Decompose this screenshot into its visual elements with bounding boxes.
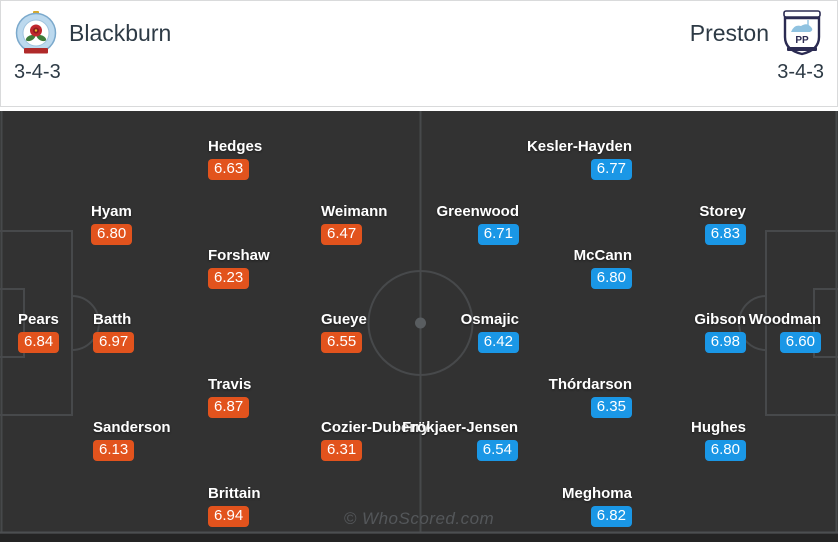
player-name[interactable]: Greenwood xyxy=(436,203,519,220)
player-rating-badge[interactable]: 6.60 xyxy=(779,332,821,353)
player-name[interactable]: Gibson xyxy=(694,311,746,328)
player-osmajic[interactable]: Osmajic 6.42 xyxy=(461,310,519,353)
pitch: © WhoScored.com xyxy=(0,111,838,534)
player-rating-badge[interactable]: 6.31 xyxy=(321,440,363,461)
player-fr-kjaer-jensen[interactable]: Frökjaer-Jensen 6.54 xyxy=(402,418,518,461)
home-team-name[interactable]: Blackburn xyxy=(69,19,172,46)
svg-text:PP: PP xyxy=(795,35,809,46)
player-gibson[interactable]: Gibson 6.98 xyxy=(694,310,746,353)
player-hyam[interactable]: Hyam 6.80 xyxy=(91,202,133,245)
player-pears[interactable]: Pears 6.84 xyxy=(18,310,60,353)
player-name[interactable]: Brittain xyxy=(208,485,261,502)
player-rating-badge[interactable]: 6.47 xyxy=(321,224,363,245)
player-batth[interactable]: Batth 6.97 xyxy=(93,310,135,353)
player-rating-badge[interactable]: 6.98 xyxy=(704,332,746,353)
player-meghoma[interactable]: Meghoma 6.82 xyxy=(562,484,632,527)
player-mccann[interactable]: McCann 6.80 xyxy=(574,246,632,289)
player-name[interactable]: Woodman xyxy=(748,311,821,328)
player-name[interactable]: McCann xyxy=(573,247,632,264)
player-name[interactable]: Meghoma xyxy=(561,485,632,502)
away-team-header: Preston PP 3-4-3 xyxy=(690,10,824,106)
player-rating-badge[interactable]: 6.71 xyxy=(477,224,519,245)
player-name[interactable]: Batth xyxy=(93,311,132,328)
player-rating-badge[interactable]: 6.63 xyxy=(208,159,250,180)
player-kesler-hayden[interactable]: Kesler-Hayden 6.77 xyxy=(527,137,632,180)
player-name[interactable]: Sanderson xyxy=(93,419,171,436)
player-sanderson[interactable]: Sanderson 6.13 xyxy=(93,418,171,461)
player-rating-badge[interactable]: 6.84 xyxy=(18,332,60,353)
player-name[interactable]: Hedges xyxy=(208,138,263,155)
home-formation: 3-4-3 xyxy=(14,61,61,83)
player-rating-badge[interactable]: 6.82 xyxy=(590,506,632,527)
player-weimann[interactable]: Weimann 6.47 xyxy=(321,202,387,245)
blackburn-crest-icon xyxy=(14,10,58,56)
player-greenwood[interactable]: Greenwood 6.71 xyxy=(436,202,519,245)
player-th-rdarson[interactable]: Thórdarson 6.35 xyxy=(549,375,632,418)
player-name[interactable]: Storey xyxy=(699,203,746,220)
player-rating-badge[interactable]: 6.87 xyxy=(208,397,250,418)
player-name[interactable]: Weimann xyxy=(321,203,388,220)
bottom-strip xyxy=(0,534,838,542)
player-name[interactable]: Kesler-Hayden xyxy=(526,138,632,155)
player-name[interactable]: Travis xyxy=(208,376,252,393)
whoscored-watermark: © WhoScored.com xyxy=(343,509,495,528)
player-rating-badge[interactable]: 6.55 xyxy=(321,332,363,353)
player-name[interactable]: Pears xyxy=(18,311,59,328)
player-rating-badge[interactable]: 6.77 xyxy=(590,159,632,180)
player-hughes[interactable]: Hughes 6.80 xyxy=(691,418,746,461)
player-gueye[interactable]: Gueye 6.55 xyxy=(321,310,367,353)
player-woodman[interactable]: Woodman 6.60 xyxy=(749,310,821,353)
player-brittain[interactable]: Brittain 6.94 xyxy=(208,484,261,527)
player-rating-badge[interactable]: 6.13 xyxy=(93,440,135,461)
player-name[interactable]: Hughes xyxy=(690,419,746,436)
player-name[interactable]: Osmajic xyxy=(460,311,519,328)
player-name[interactable]: Gueye xyxy=(321,311,367,328)
player-rating-badge[interactable]: 6.97 xyxy=(93,332,135,353)
player-storey[interactable]: Storey 6.83 xyxy=(699,202,746,245)
player-name[interactable]: Cozier-Duberry xyxy=(321,419,430,436)
player-rating-badge[interactable]: 6.83 xyxy=(704,224,746,245)
player-rating-badge[interactable]: 6.42 xyxy=(477,332,519,353)
player-rating-badge[interactable]: 6.80 xyxy=(704,440,746,461)
away-team-name[interactable]: Preston xyxy=(689,19,769,46)
player-rating-badge[interactable]: 6.54 xyxy=(476,440,518,461)
player-name[interactable]: Forshaw xyxy=(208,247,270,264)
away-formation: 3-4-3 xyxy=(777,61,824,83)
player-rating-badge[interactable]: 6.94 xyxy=(208,506,250,527)
match-header: Blackburn 3-4-3 Preston PP 3-4- xyxy=(0,0,838,107)
player-rating-badge[interactable]: 6.80 xyxy=(91,224,133,245)
pitch-markings xyxy=(0,111,838,534)
player-rating-badge[interactable]: 6.35 xyxy=(590,397,632,418)
player-rating-badge[interactable]: 6.80 xyxy=(590,268,632,289)
player-hedges[interactable]: Hedges 6.63 xyxy=(208,137,262,180)
player-cozier-duberry[interactable]: Cozier-Duberry 6.31 xyxy=(321,418,429,461)
player-travis[interactable]: Travis 6.87 xyxy=(208,375,251,418)
player-name[interactable]: Hyam xyxy=(91,203,132,220)
player-forshaw[interactable]: Forshaw 6.23 xyxy=(208,246,270,289)
preston-crest-icon: PP xyxy=(780,10,824,56)
player-name[interactable]: Thórdarson xyxy=(548,376,632,393)
player-name[interactable]: Frökjaer-Jensen xyxy=(402,419,518,436)
player-rating-badge[interactable]: 6.23 xyxy=(208,268,250,289)
home-team-header: Blackburn 3-4-3 xyxy=(14,10,171,106)
